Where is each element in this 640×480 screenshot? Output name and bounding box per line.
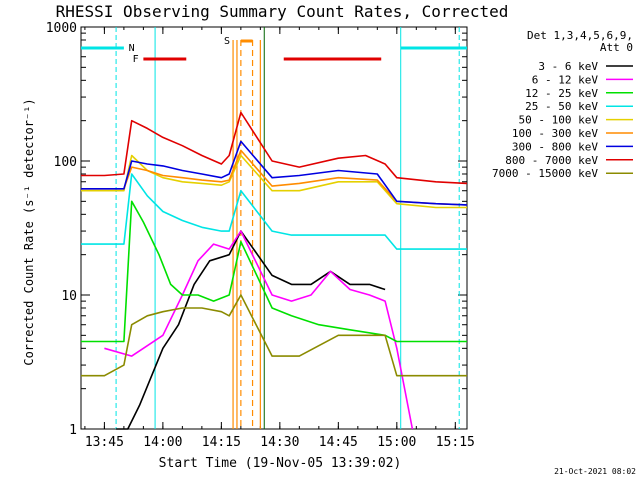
x-tick-label: 15:00 [377,435,416,450]
flag-label-f: F [133,54,139,65]
x-tick-label: 15:15 [436,435,475,450]
x-tick-label: 14:00 [143,435,182,450]
series-line [81,111,468,185]
legend-label: 25 - 50 keV [525,100,598,113]
y-tick-label: 1 [69,423,77,438]
legend-label: 7000 - 15000 keV [492,167,598,180]
legend-label: 3 - 6 keV [538,60,598,73]
series-line [81,294,467,377]
series-line [81,140,468,206]
series-line [81,154,467,209]
flag-label-s: S [224,36,230,47]
flag-label-n: N [129,43,135,54]
legend-label: 6 - 12 keV [532,73,599,86]
plot-frame [80,26,468,430]
y-tick-label: 1000 [46,21,77,36]
legend-label: 12 - 25 keV [525,87,598,100]
x-tick-label: 13:45 [85,435,124,450]
series-line [116,230,386,430]
series-line [81,149,468,206]
x-tick-label: 14:30 [260,435,299,450]
series-lines [81,111,468,430]
series-line [81,173,467,250]
y-axis-label: Corrected Count Rate (s⁻¹ detector⁻¹) [22,98,36,365]
legend-label: 800 - 7000 keV [505,154,598,167]
event-markers [115,27,460,429]
chart-title: RHESSI Observing Summary Count Rates, Co… [56,2,509,21]
flag-bars: NF S [81,36,467,65]
x-tick-label: 14:45 [319,435,358,450]
footer-timestamp: 21-Oct-2021 08:02 [554,467,636,476]
y-tick-label: 10 [61,289,77,304]
legend-label: 300 - 800 keV [512,140,598,153]
legend-header: Det 1,3,4,5,6,9, [527,29,633,42]
y-tick-label: 100 [54,155,77,170]
legend-label: 100 - 300 keV [512,127,598,140]
series-line [104,230,414,430]
legend-label: 50 - 100 keV [519,114,599,127]
y-axis-ticks: 1 10 100 1000 [46,21,467,438]
legend-header-att: Att 0 [600,41,633,54]
x-axis-label: Start Time (19-Nov-05 13:39:02) [159,456,402,471]
x-axis-ticks: 13:45 14:00 14:15 14:30 14:45 15:00 15:15 [84,27,475,450]
x-tick-label: 14:15 [202,435,241,450]
